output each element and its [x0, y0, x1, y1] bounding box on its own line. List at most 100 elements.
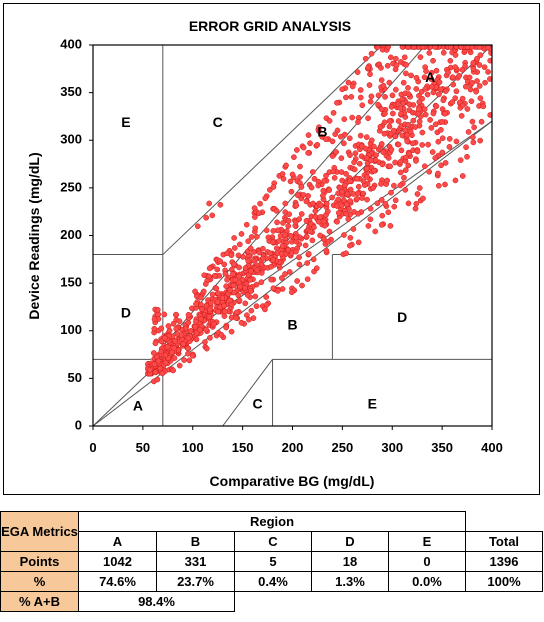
data-point	[150, 350, 157, 356]
data-point	[446, 32, 451, 37]
data-point	[314, 141, 321, 148]
data-point	[477, 95, 484, 102]
column-header: A	[78, 531, 157, 552]
data-point	[452, 52, 459, 58]
data-point	[170, 367, 176, 374]
data-point	[439, 119, 446, 125]
percent-cell: 1.3%	[311, 571, 389, 592]
data-point	[240, 254, 246, 260]
data-point	[478, 16, 483, 21]
data-point	[334, 218, 340, 225]
data-point	[435, 182, 442, 189]
data-point	[405, 162, 412, 169]
data-point	[347, 186, 354, 193]
data-point	[233, 315, 239, 321]
data-point	[312, 213, 319, 220]
data-point	[355, 239, 362, 246]
data-point	[473, 88, 479, 95]
data-point	[378, 141, 385, 147]
data-point	[388, 146, 395, 153]
x-axis-label: Comparative BG (mg/dL)	[210, 473, 375, 489]
data-point	[176, 318, 183, 325]
data-point	[282, 200, 289, 207]
data-point	[299, 282, 305, 289]
data-point	[323, 136, 329, 142]
data-point	[471, 31, 476, 36]
data-point	[305, 149, 311, 156]
data-point	[357, 87, 364, 93]
data-point	[276, 238, 282, 244]
data-point	[267, 250, 274, 257]
zone-label-a: A	[425, 69, 435, 85]
y-axis-label: Device Readings (mg/dL)	[26, 152, 42, 319]
data-point	[466, 24, 471, 29]
data-point	[387, 54, 394, 61]
data-point	[401, 174, 407, 181]
data-point	[189, 352, 196, 359]
data-point	[304, 276, 311, 283]
data-point	[392, 133, 399, 140]
data-point	[484, 45, 491, 51]
data-point	[413, 86, 420, 92]
zone-label-d: D	[397, 309, 407, 325]
data-point	[379, 161, 386, 168]
data-point	[317, 202, 324, 209]
data-point	[390, 127, 397, 134]
data-point	[230, 271, 236, 277]
data-point	[222, 270, 229, 277]
data-point	[370, 185, 376, 191]
data-point	[467, 86, 474, 93]
data-point	[351, 159, 357, 166]
data-point	[236, 241, 243, 248]
data-point	[227, 297, 233, 304]
data-point	[355, 119, 361, 125]
data-point	[356, 160, 363, 167]
data-point	[206, 273, 213, 280]
data-point	[422, 86, 429, 92]
data-point	[428, 76, 435, 83]
data-point	[401, 54, 408, 61]
data-point	[323, 247, 330, 254]
data-point	[365, 64, 372, 71]
data-point	[180, 341, 187, 347]
data-point	[365, 223, 372, 229]
data-point	[235, 292, 242, 299]
data-point	[151, 316, 158, 323]
data-point	[363, 155, 370, 161]
data-point	[358, 143, 365, 150]
data-point	[311, 175, 318, 182]
data-point	[300, 144, 307, 151]
data-point	[485, 69, 491, 75]
data-point	[367, 98, 374, 105]
data-point	[400, 100, 407, 107]
data-point	[364, 196, 370, 203]
data-point	[329, 138, 336, 145]
data-point	[470, 66, 477, 72]
data-point	[231, 235, 237, 241]
data-point	[252, 293, 259, 300]
data-point	[223, 324, 230, 331]
data-point	[384, 62, 391, 69]
x-tick-label: 250	[332, 440, 354, 455]
data-point	[203, 345, 210, 352]
data-point	[387, 223, 394, 229]
data-point	[352, 150, 359, 157]
data-point	[374, 200, 381, 207]
data-point	[349, 114, 356, 121]
data-point	[347, 234, 354, 241]
y-tick-label: 0	[75, 417, 82, 432]
data-point	[213, 285, 220, 292]
ega-metrics-header: EGA Metrics	[0, 511, 79, 552]
data-point	[480, 103, 487, 110]
data-point	[378, 222, 385, 228]
data-point	[176, 362, 183, 369]
data-point	[437, 86, 444, 93]
data-point	[164, 344, 171, 350]
chart-title: ERROR GRID ANALYSIS	[189, 18, 351, 34]
data-point	[169, 349, 175, 356]
data-point	[357, 94, 364, 101]
data-point	[294, 147, 300, 153]
data-point	[320, 187, 327, 194]
data-point	[402, 186, 409, 193]
data-point	[385, 209, 392, 216]
